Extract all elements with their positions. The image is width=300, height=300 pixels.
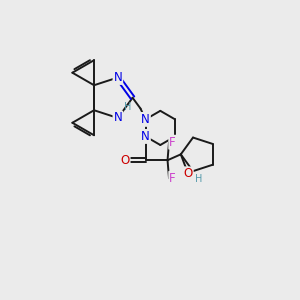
Text: N: N — [113, 112, 122, 124]
Text: F: F — [169, 136, 176, 149]
Text: H: H — [124, 101, 132, 112]
Text: N: N — [141, 130, 150, 143]
Text: H: H — [195, 174, 202, 184]
Text: F: F — [169, 172, 176, 185]
Text: O: O — [184, 167, 193, 180]
Text: O: O — [120, 154, 130, 167]
Text: N: N — [113, 71, 122, 84]
Text: N: N — [141, 113, 150, 126]
